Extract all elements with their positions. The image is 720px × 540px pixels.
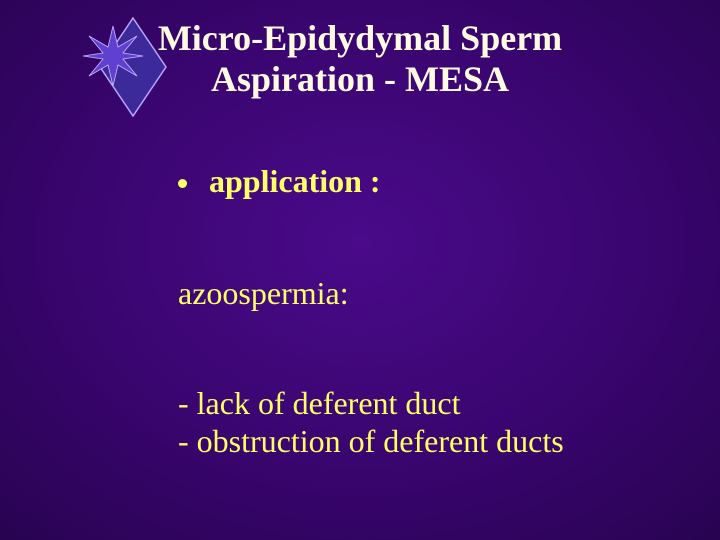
body-text-1: azoospermia:	[178, 275, 349, 312]
bullet-label: application :	[209, 163, 381, 200]
bullet-dot-icon	[178, 179, 187, 188]
body-text-2: - lack of deferent duct - obstruction of…	[178, 385, 564, 461]
slide-title: Micro-Epidydymal Sperm Aspiration - MESA	[0, 18, 720, 101]
bullet-item: application :	[178, 163, 381, 200]
